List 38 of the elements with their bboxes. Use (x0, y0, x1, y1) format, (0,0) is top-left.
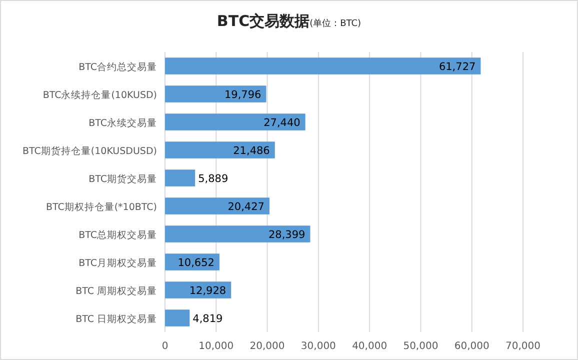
x-tick-label: 20,000 (250, 341, 285, 352)
data-label: 12,928 (189, 285, 226, 297)
data-label: 5,889 (198, 173, 228, 185)
y-tick-label: BTC总期权交易量 (78, 229, 157, 241)
bar (165, 86, 266, 102)
y-tick-label: BTC期货持仓量(10KUSDUSD) (22, 145, 157, 157)
bar (165, 114, 306, 130)
y-tick-label: BTC 日期权交易量 (76, 313, 157, 325)
y-tick-label: BTC 周期权交易量 (76, 285, 157, 297)
data-label: 20,427 (228, 201, 264, 213)
data-label: 10,652 (178, 257, 214, 269)
y-tick-label: BTC期权持仓量(*10BTC) (46, 201, 157, 213)
y-tick-label: BTC合约总交易量 (78, 61, 157, 73)
x-tick-label: 60,000 (454, 341, 490, 352)
bar (165, 58, 481, 74)
bar (165, 142, 275, 158)
x-tick-label: 0 (162, 341, 168, 352)
data-label: 19,796 (224, 89, 262, 101)
data-label: 21,486 (233, 145, 270, 157)
bar (165, 170, 196, 186)
x-tick-label: 10,000 (198, 341, 234, 352)
x-tick-label: 50,000 (403, 341, 438, 352)
y-tick-label: BTC永续交易量 (88, 117, 157, 129)
y-tick-label: BTC期货交易量 (88, 173, 157, 185)
x-tick-label: 70,000 (506, 341, 540, 352)
chart-title: BTC交易数据 (216, 12, 310, 30)
bar (165, 310, 190, 326)
data-label: 61,727 (438, 61, 476, 73)
data-label: 4,819 (192, 313, 223, 325)
data-label: 28,399 (268, 229, 306, 241)
bar (165, 198, 270, 214)
data-label: 27,440 (264, 117, 300, 129)
y-tick-label: BTC月期权交易量 (78, 257, 157, 269)
bar (165, 226, 310, 242)
y-tick-label: BTC永续持仓量(10KUSD) (42, 89, 157, 101)
x-tick-label: 30,000 (300, 341, 336, 352)
x-tick-label: 40,000 (352, 341, 388, 352)
chart-subtitle: (单位：BTC) (310, 18, 362, 29)
